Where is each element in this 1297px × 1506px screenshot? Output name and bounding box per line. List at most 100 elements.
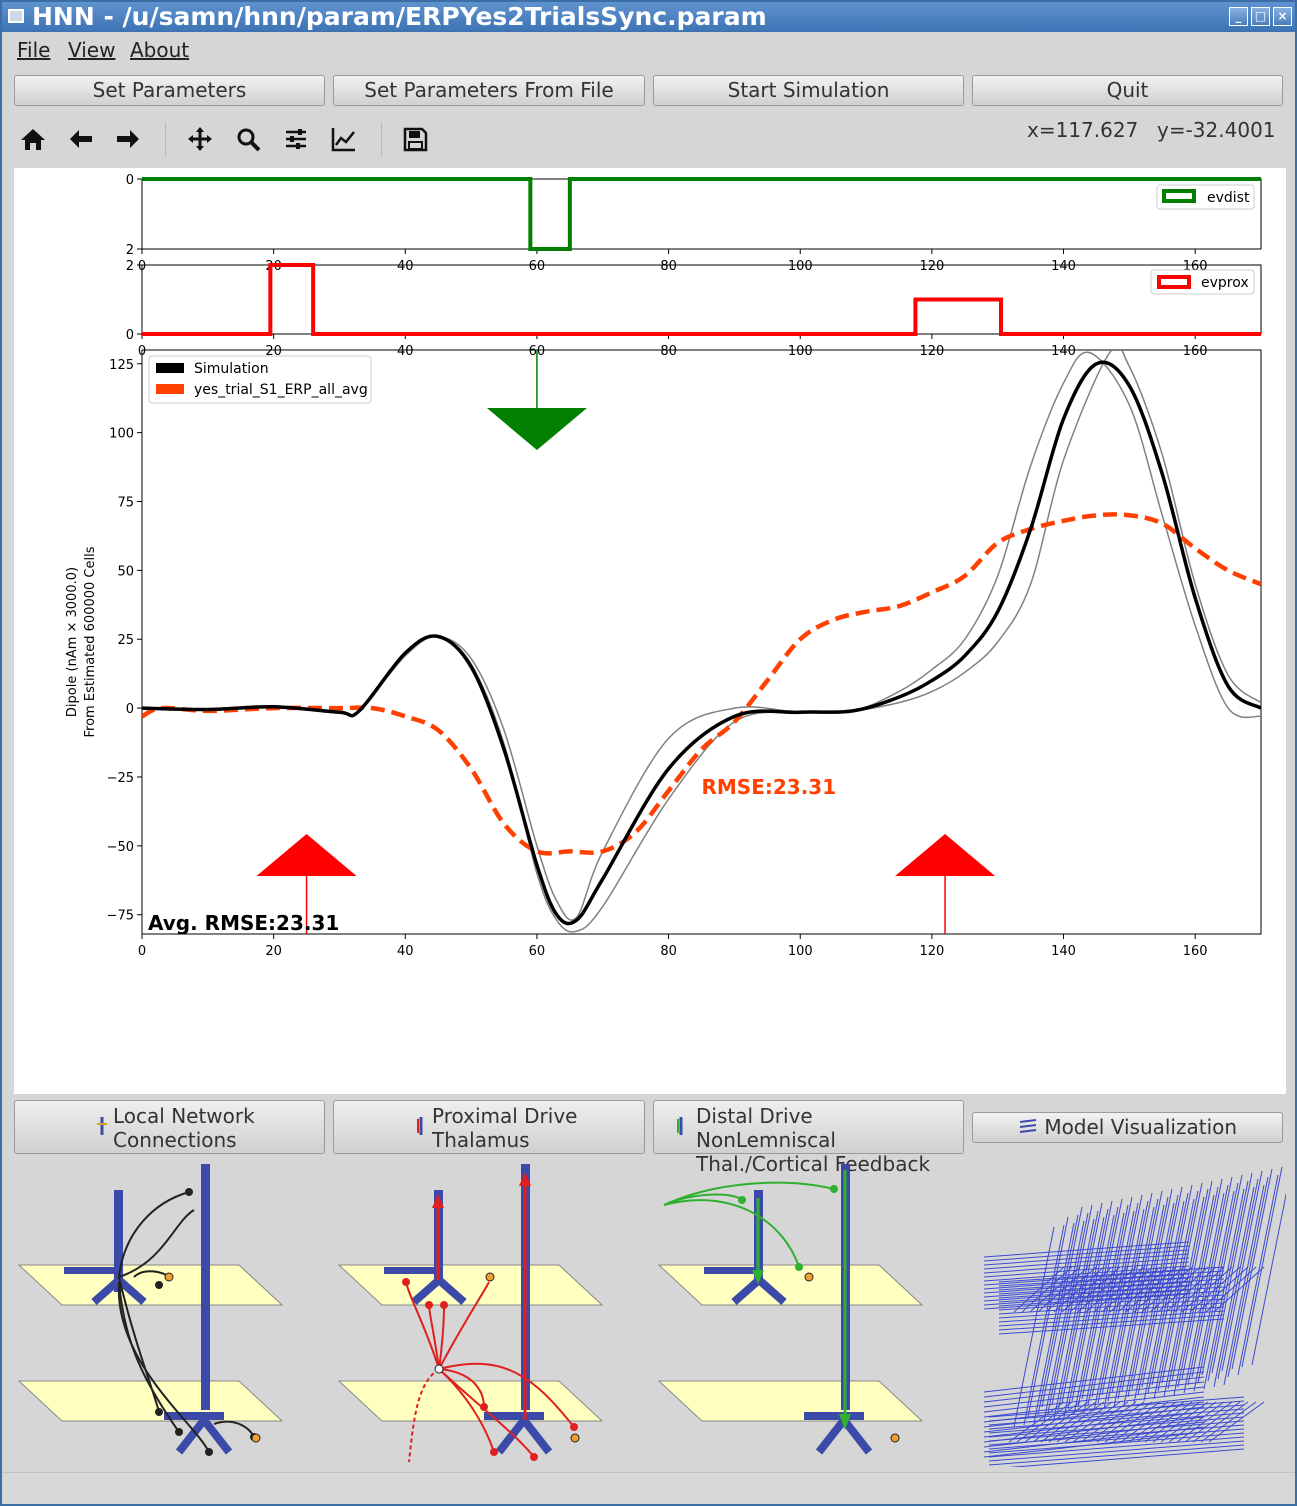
model-cell-line	[1091, 1196, 1133, 1398]
set-parameters-from-file-button[interactable]: Set Parameters From File	[333, 75, 645, 106]
rmse-label: RMSE:23.31	[702, 775, 837, 799]
x-tick-label: 80	[660, 259, 677, 274]
start-simulation-button[interactable]: Start Simulation	[653, 75, 964, 106]
subplots-config-icon[interactable]	[281, 124, 311, 154]
model-cell-line	[1173, 1194, 1215, 1396]
model-cell-line	[1141, 1266, 1193, 1313]
home-icon[interactable]	[18, 124, 48, 154]
model-visualization-3d	[983, 1166, 1286, 1467]
plot-toolbar	[2, 114, 1295, 164]
legend-label-evprox: evprox	[1201, 275, 1249, 291]
distal-drive-diagram	[657, 1164, 924, 1455]
x-tick-label: 140	[1051, 944, 1076, 959]
model-cell-line	[1181, 1266, 1233, 1313]
network-icon	[97, 1117, 107, 1135]
model-cell-line	[1173, 1266, 1225, 1313]
y-tick-label: 2	[126, 259, 134, 274]
x-tick-label: 40	[397, 944, 414, 959]
model-cell-line	[983, 1277, 1190, 1294]
maximize-icon[interactable]: □	[1251, 7, 1270, 26]
trial-line	[142, 351, 1261, 921]
model-cell-line	[1067, 1208, 1109, 1410]
model-cell-line	[1187, 1184, 1229, 1386]
forward-arrow-icon[interactable]	[113, 124, 143, 154]
model-cell-line	[1061, 1266, 1113, 1313]
title-bar[interactable]: HNN - /u/samn/hnn/param/ERPYes2TrialsSyn…	[2, 2, 1295, 32]
save-icon[interactable]	[400, 124, 430, 154]
pan-icon[interactable]	[185, 124, 215, 154]
model-cell-line	[1191, 1176, 1233, 1378]
model-cell-line	[1021, 1266, 1073, 1313]
model-cell-line	[1125, 1266, 1177, 1313]
model-visualization-button[interactable]: Model Visualization	[972, 1112, 1283, 1143]
plot-canvas[interactable]: 0 2 0 20 40 60 80 100 120 140 160 evdist 0 2 0 20 40 60 80…	[14, 168, 1286, 1094]
status-bar	[2, 1472, 1295, 1504]
model-cell-line	[1032, 1401, 1089, 1443]
model-cell-line	[1033, 1222, 1075, 1424]
model-cell-line	[1085, 1266, 1137, 1313]
evdist-line	[142, 177, 1261, 251]
menu-view[interactable]: View	[68, 38, 116, 62]
x-tick-label: 140	[1051, 344, 1076, 359]
proximal-drive-diagram	[337, 1164, 604, 1463]
model-cell-line	[1087, 1204, 1129, 1406]
minimize-icon[interactable]: _	[1229, 7, 1248, 26]
app-icon	[8, 9, 24, 23]
model-cell-line	[1165, 1266, 1217, 1313]
model-cell-line	[983, 1411, 1205, 1438]
back-arrow-icon[interactable]	[66, 124, 96, 154]
model-cell-line	[1109, 1266, 1161, 1313]
model-cell-line	[1103, 1208, 1145, 1410]
model-cell-line	[983, 1241, 1190, 1258]
x-tick-label: 60	[529, 259, 546, 274]
model-cell-line	[1097, 1202, 1139, 1404]
x-tick-label: 100	[788, 259, 813, 274]
model-cell-line	[1045, 1266, 1097, 1313]
model-cell-line	[998, 1270, 1225, 1287]
model-cell-line	[1072, 1401, 1129, 1443]
model-cell-line	[1128, 1401, 1185, 1443]
model-cell-line	[1063, 1216, 1105, 1418]
y-tick-label: 0	[126, 173, 134, 188]
model-cell-line	[1177, 1186, 1219, 1388]
model-cell-line	[998, 1318, 1225, 1335]
quit-button[interactable]: Quit	[972, 75, 1283, 106]
zoom-icon[interactable]	[233, 124, 263, 154]
model-cell-line	[1057, 1210, 1099, 1412]
x-tick-label: 160	[1183, 944, 1208, 959]
model-cell-line	[1160, 1401, 1217, 1443]
model-cell-line	[983, 1257, 1190, 1274]
model-visualization-label: Model Visualization	[1044, 1115, 1238, 1139]
model-cell-line	[1077, 1266, 1129, 1313]
set-parameters-button[interactable]: Set Parameters	[14, 75, 325, 106]
model-cell-line	[1064, 1401, 1121, 1443]
menu-about[interactable]: About	[130, 38, 190, 62]
model-cell-line	[1221, 1170, 1263, 1372]
model-cell-line	[983, 1391, 1205, 1418]
model-cell-line	[1200, 1401, 1257, 1443]
model-cell-line	[1157, 1266, 1209, 1313]
x-tick-label: 0	[138, 944, 146, 959]
data-line	[142, 512, 1261, 856]
legend-swatch-data	[156, 384, 184, 394]
x-tick-label: 80	[660, 944, 677, 959]
model-cell-line	[1205, 1266, 1257, 1313]
close-icon[interactable]: ×	[1273, 7, 1292, 26]
model-cell-line	[1192, 1401, 1249, 1443]
axes-edit-icon[interactable]	[329, 124, 359, 154]
x-tick-label: 140	[1051, 259, 1076, 274]
y-tick-label: 25	[117, 633, 134, 648]
distal-drive-button[interactable]: Distal Drive NonLemniscal Thal./Cortical …	[653, 1100, 964, 1176]
model-cell-line	[1093, 1210, 1135, 1412]
proximal-drive-arrow	[256, 834, 357, 876]
y-tick-label: −50	[107, 840, 134, 855]
legend-label-data: yes_trial_S1_ERP_all_avg	[194, 382, 368, 398]
menu-file[interactable]: File	[17, 38, 51, 62]
model-cell-line	[1008, 1448, 1245, 1467]
proximal-drive-arrow	[895, 834, 996, 876]
proximal-drive-thalamus-button[interactable]: Proximal Drive Thalamus	[333, 1100, 645, 1154]
local-network-connections-button[interactable]: Local Network Connections	[14, 1100, 325, 1154]
menu-bar: File View About	[2, 32, 1295, 68]
